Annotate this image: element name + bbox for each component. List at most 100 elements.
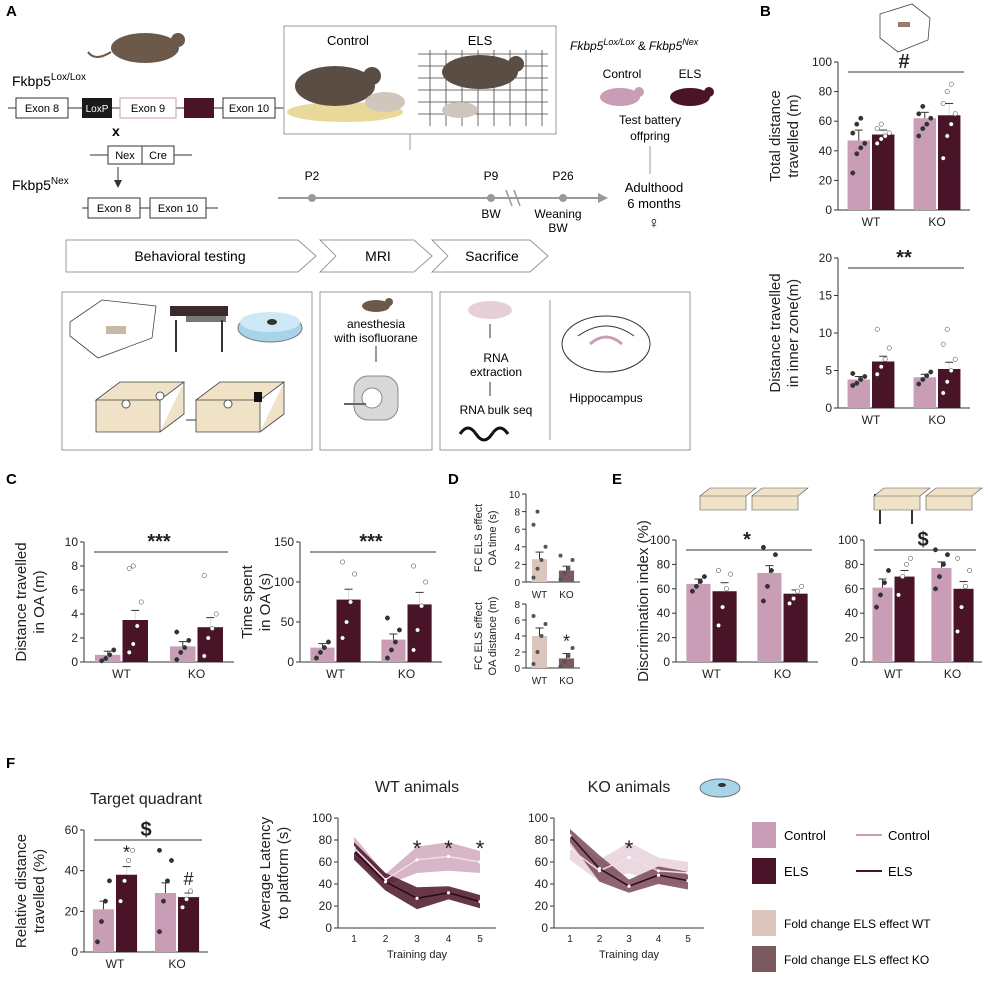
y-tick-label: 40: [65, 864, 79, 878]
data-point: [313, 655, 319, 661]
data-point: [568, 834, 572, 838]
data-point: [920, 377, 926, 382]
y-tick-label: 6: [71, 583, 78, 597]
data-point: [535, 509, 540, 514]
data-point: [940, 100, 946, 106]
chart-c1: 0 2 4 6 8 10 Distance travelled in OA (m) WT KO **…: [13, 531, 234, 681]
mri-mouse-icon: [362, 298, 393, 312]
loxp-box: [82, 98, 112, 118]
y-tick-label: 2: [514, 560, 520, 571]
y-tick-label: 50: [281, 615, 295, 629]
legend-control-label: Control: [784, 828, 826, 843]
offspring-label: offpring: [630, 129, 670, 143]
y-tick-label: 8: [514, 508, 520, 519]
data-point: [126, 565, 132, 571]
test-battery-label: Test battery: [619, 113, 681, 127]
data-point: [724, 586, 730, 592]
y-axis-label: FC ELS effect: [473, 504, 485, 572]
timeline-dot-p26: [559, 194, 567, 202]
significance-mark: *: [444, 836, 453, 861]
data-point: [940, 390, 946, 396]
y-tick-label: 2: [514, 648, 520, 659]
data-point: [201, 653, 207, 659]
data-point: [446, 854, 451, 859]
y-tick-label: 150: [274, 535, 294, 549]
y-tick-label: 80: [819, 85, 833, 99]
mouse-icon: [87, 33, 185, 63]
data-point: [568, 847, 572, 851]
offspring-els-label: ELS: [679, 67, 702, 81]
y-axis-label: FC ELS effect: [473, 602, 485, 670]
housing-control-label: Control: [327, 33, 369, 48]
panel-letter-d: D: [448, 471, 459, 488]
significance-mark: ***: [359, 531, 383, 553]
data-point: [597, 869, 602, 873]
data-point: [352, 571, 358, 577]
significance-mark: #: [184, 869, 194, 889]
data-point: [882, 356, 888, 362]
y-tick-label: 10: [65, 535, 79, 549]
x-tick-label: WT: [106, 957, 125, 971]
data-point: [174, 657, 180, 663]
y-axis-label: in OA (m): [31, 570, 48, 633]
y-tick-label: 100: [312, 811, 332, 825]
cross-symbol: x: [112, 123, 120, 139]
stage-sacrifice-label: Sacrifice: [465, 248, 519, 264]
data-point: [874, 126, 880, 132]
data-point: [169, 858, 174, 863]
bar: [757, 572, 782, 662]
y-tick-label: 80: [657, 557, 671, 571]
y-tick-label: 10: [509, 490, 521, 501]
data-point: [933, 586, 938, 592]
data-point: [850, 371, 856, 376]
mri-anesthesia-label: anesthesia: [347, 317, 405, 331]
data-point: [920, 103, 926, 109]
legend-els-line-label: ELS: [888, 864, 913, 879]
bulk-seq-label: RNA bulk seq: [460, 403, 533, 417]
extraction-label: extraction: [470, 365, 522, 379]
data-point: [686, 871, 690, 875]
series-band: [570, 829, 688, 893]
y-tick-label: 20: [535, 899, 549, 913]
legend: Control Control ELS ELS Fold change ELS …: [752, 822, 931, 972]
nex-genotype-label: Fkbp5Nex: [12, 176, 69, 193]
x-tick-label: 3: [626, 934, 632, 945]
x-tick-label: KO: [559, 590, 574, 601]
timeline-break: [505, 189, 521, 207]
data-point: [874, 371, 880, 377]
data-point: [627, 884, 631, 888]
data-point: [384, 615, 390, 621]
data-point: [103, 655, 109, 661]
exon10-nex-box: [149, 197, 207, 219]
data-point: [656, 869, 661, 873]
data-point: [186, 637, 192, 643]
data-point: [858, 145, 864, 151]
y-tick-label: 0: [541, 921, 548, 935]
y-tick-label: 60: [65, 823, 79, 837]
data-point: [916, 111, 922, 117]
bar: [178, 897, 200, 952]
significance-mark: $: [140, 819, 151, 841]
data-point: [317, 649, 323, 655]
data-point: [701, 574, 707, 580]
y-tick-label: 6: [514, 616, 520, 627]
bar: [558, 658, 575, 668]
stage-mri: [318, 239, 433, 273]
data-point: [948, 121, 954, 127]
control-mouse-icon: [600, 87, 644, 106]
timeline-arrow: [598, 193, 608, 203]
y-tick-label: 20: [319, 899, 333, 913]
timeline-dot-p9: [487, 194, 495, 202]
y-tick-label: 0: [663, 655, 670, 669]
y-tick-label: 60: [845, 582, 859, 596]
data-point: [728, 571, 734, 577]
data-point: [874, 326, 880, 332]
offspring-control-label: Control: [603, 67, 642, 81]
data-point: [478, 900, 482, 904]
data-point: [415, 896, 419, 900]
chart-f2: 0 20 40 60 80 100 Average Latency to platform (…: [257, 779, 496, 961]
y-tick-label: 40: [657, 606, 671, 620]
y-tick-label: 40: [845, 606, 859, 620]
